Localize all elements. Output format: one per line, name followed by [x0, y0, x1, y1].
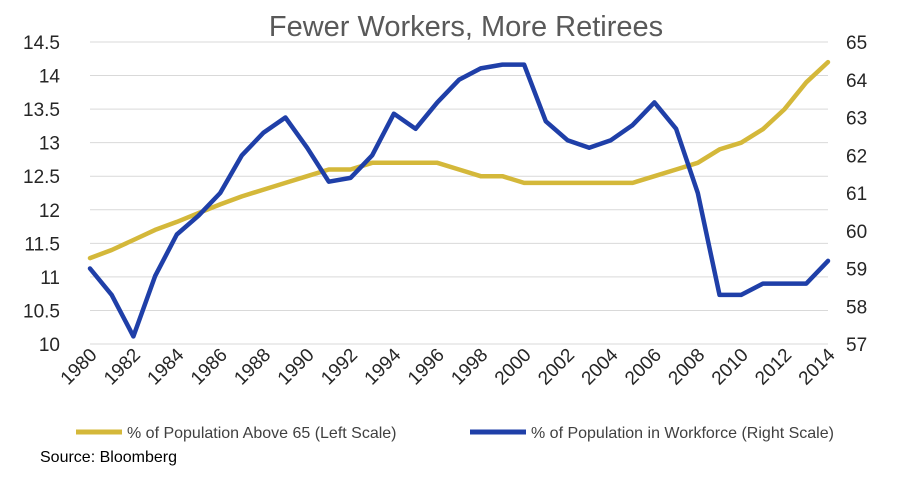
- left-axis: 10 10.5 11 11.5 12 12.5 13 13.5 14 14.5: [23, 33, 60, 356]
- left-tick-label: 12.5: [23, 167, 60, 188]
- x-tick-label: 1982: [100, 345, 145, 390]
- legend: % of Population Above 65 (Left Scale) % …: [76, 425, 834, 442]
- x-axis: 1980198219841986198819901992199419961998…: [57, 344, 840, 389]
- series-line-above-65: [87, 59, 831, 261]
- left-tick-label: 12: [39, 201, 60, 222]
- left-tick-label: 14: [39, 67, 61, 88]
- right-tick-label: 62: [846, 146, 867, 167]
- left-tick-label: 13.5: [23, 100, 60, 121]
- legend-label-workforce: % of Population in Workforce (Right Scal…: [531, 425, 834, 442]
- x-tick-label: 2012: [751, 345, 796, 390]
- x-tick-label: 1998: [447, 345, 492, 390]
- left-tick-label: 10.5: [23, 301, 60, 322]
- series-line-workforce: [87, 62, 831, 339]
- x-tick-label: 1992: [317, 345, 362, 390]
- x-tick-label: 2010: [708, 345, 753, 390]
- chart-title: Fewer Workers, More Retirees: [269, 11, 663, 43]
- left-tick-label: 10: [39, 335, 60, 356]
- right-tick-label: 57: [846, 335, 867, 356]
- x-tick-label: 2008: [665, 345, 710, 390]
- right-tick-label: 63: [846, 109, 867, 130]
- left-tick-label: 14.5: [23, 33, 60, 54]
- x-tick-label: 1988: [230, 345, 275, 390]
- right-tick-label: 60: [846, 222, 867, 243]
- legend-item-workforce: % of Population in Workforce (Right Scal…: [470, 425, 834, 442]
- x-tick-label: 2002: [534, 345, 579, 390]
- right-tick-label: 59: [846, 260, 867, 281]
- x-tick-label: 2014: [795, 344, 840, 389]
- x-tick-label: 2004: [578, 344, 623, 389]
- right-tick-label: 65: [846, 33, 867, 54]
- series-lines: [87, 59, 831, 339]
- x-tick-label: 2000: [491, 345, 536, 390]
- x-tick-label: 1984: [144, 344, 189, 389]
- right-tick-label: 58: [846, 297, 867, 318]
- gridlines: [90, 41, 828, 345]
- right-tick-label: 64: [846, 71, 868, 92]
- x-tick-label: 1990: [274, 345, 319, 390]
- left-tick-label: 11.5: [24, 234, 60, 255]
- right-axis: 57 58 59 60 61 62 63 64 65: [846, 33, 868, 356]
- x-tick-label: 1994: [361, 344, 406, 389]
- x-tick-label: 1996: [404, 345, 449, 390]
- x-tick-label: 2006: [621, 345, 666, 390]
- left-tick-label: 11: [40, 268, 60, 289]
- legend-item-above-65: % of Population Above 65 (Left Scale): [76, 425, 397, 442]
- x-tick-label: 1986: [187, 345, 232, 390]
- right-tick-label: 61: [846, 184, 867, 205]
- left-tick-label: 13: [39, 134, 60, 155]
- legend-label-above-65: % of Population Above 65 (Left Scale): [127, 425, 397, 442]
- x-tick-label: 1980: [57, 345, 102, 390]
- source-note: Source: Bloomberg: [40, 449, 177, 466]
